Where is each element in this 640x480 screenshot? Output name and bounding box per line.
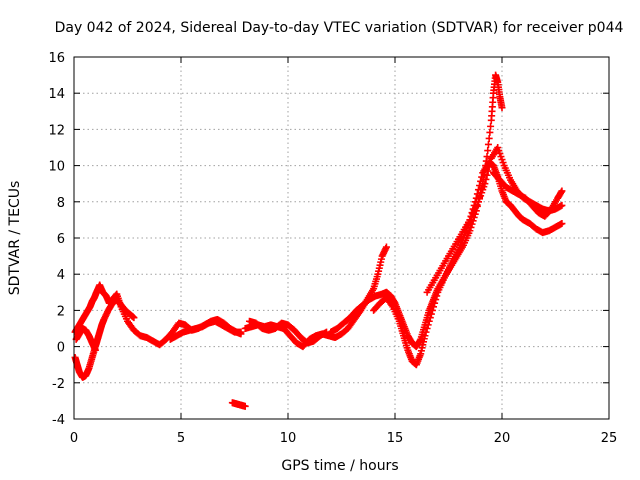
y-tick-label: -2 — [52, 377, 65, 392]
data-point — [485, 134, 493, 142]
y-axis-label: SDTVAR / TECUs — [7, 181, 23, 296]
series-track-g — [245, 317, 331, 347]
series-track-c — [72, 325, 99, 354]
chart-title: Day 042 of 2024, Sidereal Day-to-day VTE… — [55, 20, 624, 36]
data-point — [421, 332, 429, 340]
data-point — [382, 243, 390, 251]
data-point — [476, 182, 484, 190]
y-tick-label: 6 — [57, 232, 65, 247]
data-point — [482, 175, 490, 183]
data-points — [71, 71, 566, 410]
y-tick-label: 16 — [48, 51, 65, 66]
data-point — [432, 296, 440, 304]
y-tick-label: 2 — [57, 304, 65, 319]
data-point — [483, 171, 491, 179]
data-point — [487, 122, 495, 130]
y-tick-label: 14 — [48, 87, 65, 102]
x-tick-label: 20 — [494, 431, 511, 446]
data-point — [477, 177, 485, 185]
y-tick-label: 10 — [48, 160, 65, 175]
y-tick-label: 0 — [57, 341, 65, 356]
series-track-k — [489, 169, 566, 220]
data-point — [424, 321, 432, 329]
y-tick-label: 4 — [57, 268, 65, 283]
data-point — [237, 328, 245, 336]
data-point — [422, 328, 430, 336]
data-point — [423, 325, 431, 332]
data-point — [484, 140, 492, 148]
data-point — [130, 314, 138, 322]
data-point — [486, 128, 494, 136]
axis-ticks: 0 5 10 15 20 25 -4 -2 0 2 4 6 8 10 12 14 16 — [48, 51, 617, 446]
data-point — [481, 180, 489, 188]
series-track-h — [327, 71, 506, 351]
data-point — [430, 303, 438, 311]
x-tick-label: 25 — [601, 431, 618, 446]
y-tick-label: 12 — [48, 123, 65, 138]
data-point — [425, 317, 433, 325]
series-track-i — [370, 158, 566, 369]
data-point — [426, 314, 434, 322]
x-tick-label: 0 — [70, 431, 78, 446]
data-point — [485, 163, 493, 171]
data-point — [241, 402, 249, 410]
x-tick-label: 5 — [177, 431, 185, 446]
series-track-j — [423, 144, 566, 296]
data-point — [428, 306, 436, 314]
series-track-e — [228, 399, 249, 410]
series-track-f — [241, 243, 390, 351]
x-axis-label: GPS time / hours — [281, 458, 398, 474]
data-point — [388, 301, 396, 309]
data-point — [498, 104, 506, 112]
grid-lines — [74, 57, 609, 419]
series-track-b — [71, 296, 138, 381]
data-point — [431, 299, 439, 307]
data-point — [433, 292, 441, 300]
data-point — [558, 220, 566, 228]
x-tick-label: 10 — [280, 431, 297, 446]
data-point — [427, 310, 435, 318]
data-point — [484, 147, 492, 155]
data-point — [478, 173, 486, 181]
series-track-d — [166, 317, 245, 343]
data-point — [91, 346, 99, 354]
data-point — [484, 167, 492, 175]
y-tick-label: 8 — [57, 196, 65, 211]
data-point — [469, 217, 477, 225]
y-tick-label: -4 — [52, 413, 65, 428]
data-point — [558, 187, 566, 195]
x-tick-label: 15 — [387, 431, 404, 446]
data-point — [558, 201, 566, 209]
data-point — [486, 159, 494, 167]
